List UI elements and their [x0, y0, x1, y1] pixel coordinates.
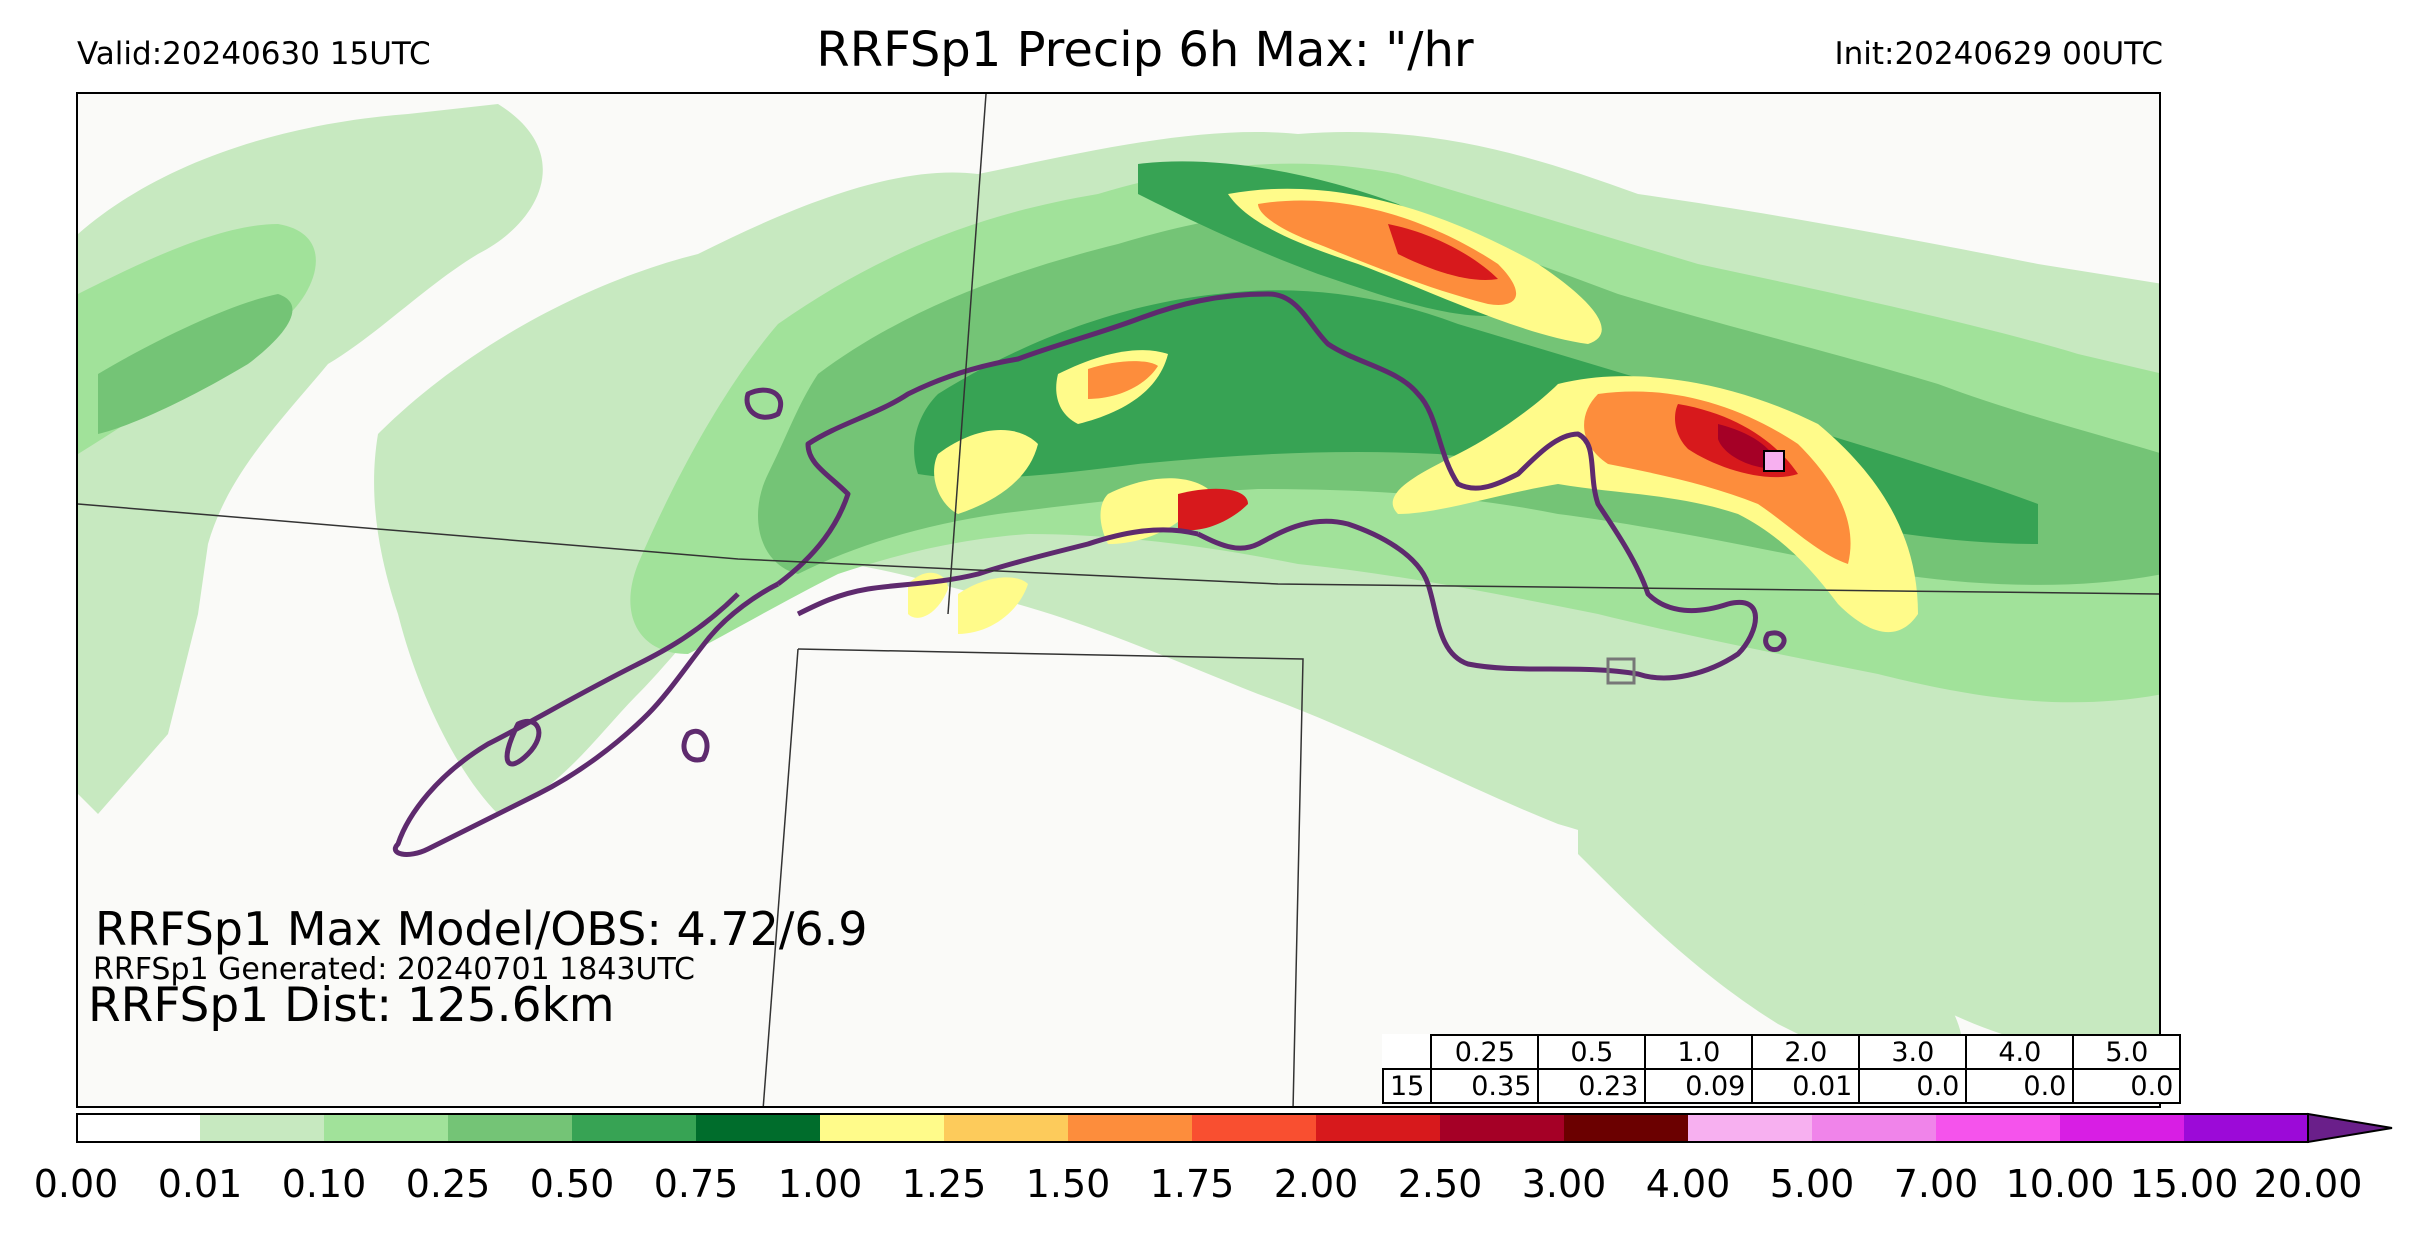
threshold-value-row: 15 0.35 0.23 0.09 0.01 0.0 0.0 0.0: [1381, 1068, 2182, 1104]
colorbar-segment: [1192, 1114, 1316, 1142]
score-cell: 0.0: [1858, 1068, 1968, 1104]
colorbar-tick-label: 15.00: [2129, 1162, 2239, 1206]
colorbar-tick-label: 7.00: [1893, 1162, 1979, 1206]
generated-annotation: RRFSp1 Generated: 20240701 1843UTC: [93, 952, 695, 987]
precip-map: [76, 92, 2161, 1108]
colorbar-segment: [76, 1114, 200, 1142]
threshold-cell: 2.0: [1751, 1034, 1861, 1070]
threshold-header-row: 0.25 0.5 1.0 2.0 3.0 4.0 5.0: [1383, 1034, 2182, 1070]
distance-annotation: RRFSp1 Dist: 125.6km: [88, 978, 615, 1033]
colorbar-segment: [696, 1114, 820, 1142]
precip-orange-cores: [1088, 200, 1851, 564]
state-borders: [78, 94, 2159, 1106]
colorbar-segment: [448, 1114, 572, 1142]
colorbar-tick-label: 2.00: [1273, 1162, 1359, 1206]
precip-field: [78, 94, 2159, 1106]
max-model-obs-annotation: RRFSp1 Max Model/OBS: 4.72/6.9: [95, 902, 868, 956]
colorbar-outline: [76, 1113, 2309, 1143]
colorbar-segment: [1316, 1114, 1440, 1142]
colorbar-segment: [2060, 1114, 2184, 1142]
score-cell: 0.0: [1965, 1068, 2075, 1104]
colorbar-tick-label: 0.75: [653, 1162, 739, 1206]
colorbar-tick-label: 0.25: [405, 1162, 491, 1206]
colorbar-segment: [820, 1114, 944, 1142]
observed-contour-outline: [393, 291, 1787, 857]
precip-pink-pixel: [1763, 450, 1785, 472]
colorbar-tick-label: 5.00: [1769, 1162, 1855, 1206]
colorbar-segment: [1440, 1114, 1564, 1142]
colorbar-tick-label: 1.50: [1025, 1162, 1111, 1206]
table-corner-cell: [1383, 1035, 1431, 1069]
threshold-cell: 5.0: [2072, 1034, 2182, 1070]
colorbar-tick-label: 0.01: [157, 1162, 243, 1206]
score-cell: 0.35: [1430, 1068, 1540, 1104]
threshold-table: 0.25 0.5 1.0 2.0 3.0 4.0 5.0 15 0.35 0.2…: [1381, 1034, 2182, 1104]
colorbar-segment: [1812, 1114, 1936, 1142]
colorbar: [76, 1112, 2393, 1144]
threshold-cell: 1.0: [1644, 1034, 1754, 1070]
colorbar-segment: [944, 1114, 1068, 1142]
threshold-cell: 0.25: [1430, 1034, 1540, 1070]
chart-title: RRFSp1 Precip 6h Max: "/hr: [816, 22, 1474, 78]
colorbar-segment: [200, 1114, 324, 1142]
threshold-cell: 3.0: [1858, 1034, 1968, 1070]
forecast-hour-cell: 15: [1381, 1068, 1433, 1104]
score-cell: 0.01: [1751, 1068, 1861, 1104]
colorbar-tick-label: 4.00: [1645, 1162, 1731, 1206]
colorbar-tick-label: 20.00: [2253, 1162, 2363, 1206]
colorbar-tick-label: 0.50: [529, 1162, 615, 1206]
score-cell: 0.0: [2072, 1068, 2182, 1104]
colorbar-segment: [2184, 1114, 2308, 1142]
colorbar-segment: [1564, 1114, 1688, 1142]
colorbar-segment: [324, 1114, 448, 1142]
colorbar-tick-label: 1.00: [777, 1162, 863, 1206]
threshold-cell: 0.5: [1537, 1034, 1647, 1070]
colorbar-segment: [1936, 1114, 2060, 1142]
colorbar-extend-arrow: [2307, 1112, 2393, 1144]
colorbar-tick-label: 10.00: [2005, 1162, 2115, 1206]
threshold-cell: 4.0: [1965, 1034, 2075, 1070]
colorbar-tick-label: 2.50: [1397, 1162, 1483, 1206]
valid-time-label: Valid:20240630 15UTC: [77, 36, 431, 72]
colorbar-tick-label: 1.25: [901, 1162, 987, 1206]
colorbar-segment: [572, 1114, 696, 1142]
colorbar-tick-label: 0.10: [281, 1162, 367, 1206]
colorbar-tick-label: 1.75: [1149, 1162, 1235, 1206]
score-cell: 0.23: [1537, 1068, 1647, 1104]
colorbar-segment: [1068, 1114, 1192, 1142]
colorbar-tick-label: 3.00: [1521, 1162, 1607, 1206]
colorbar-tick-label: 0.00: [33, 1162, 119, 1206]
score-cell: 0.09: [1644, 1068, 1754, 1104]
init-time-label: Init:20240629 00UTC: [1834, 36, 2163, 72]
colorbar-segment: [1688, 1114, 1812, 1142]
location-marker-square: [1606, 657, 1636, 685]
